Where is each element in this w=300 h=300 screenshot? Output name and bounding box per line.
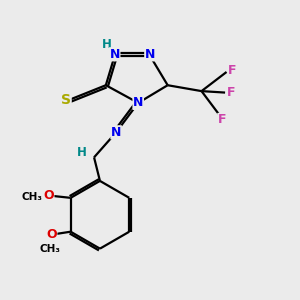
Text: H: H (77, 146, 87, 159)
Text: H: H (102, 38, 112, 51)
Text: N: N (111, 126, 121, 139)
Text: N: N (110, 48, 120, 61)
Text: F: F (227, 86, 236, 99)
Text: N: N (145, 48, 155, 61)
Text: CH₃: CH₃ (40, 244, 61, 254)
Text: F: F (228, 64, 237, 77)
Text: N: N (133, 96, 143, 110)
Text: O: O (43, 189, 54, 202)
Text: S: S (61, 93, 71, 107)
Text: CH₃: CH₃ (22, 192, 43, 202)
Text: F: F (218, 113, 226, 127)
Text: O: O (46, 228, 57, 241)
